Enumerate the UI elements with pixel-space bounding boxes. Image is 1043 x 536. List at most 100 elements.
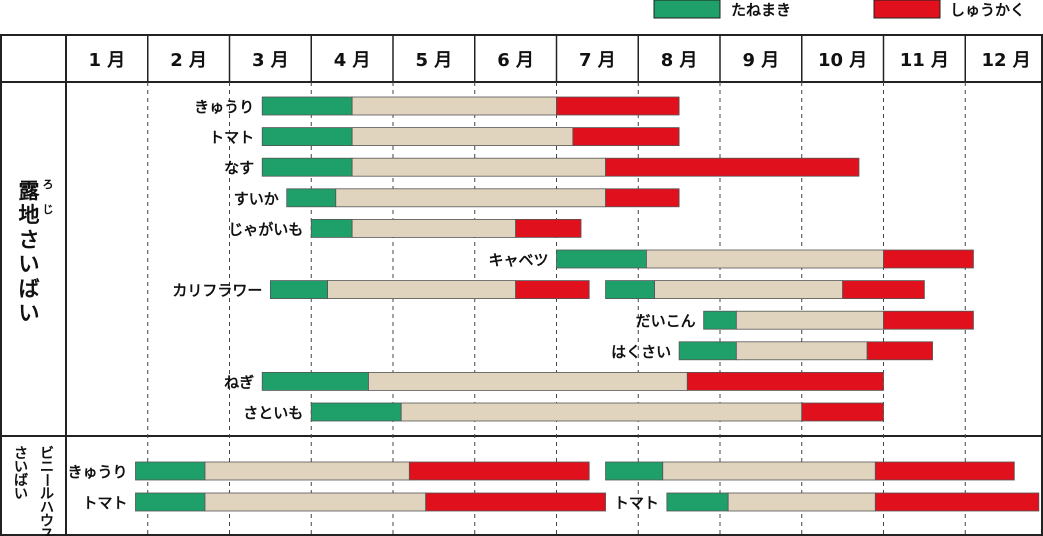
section-char: さ: [14, 446, 28, 462]
growing-segment: [662, 461, 876, 481]
crop-label: トマト: [82, 494, 127, 512]
sowing-segment: [310, 402, 402, 422]
crop-label: だいこん: [636, 312, 696, 330]
growing-segment: [646, 249, 884, 269]
sowing-segment: [605, 461, 664, 481]
month-grid: [147, 35, 966, 535]
growing-segment: [351, 218, 517, 238]
harvest-segment: [425, 492, 606, 512]
sowing-segment: [261, 127, 353, 146]
section-char: ハ: [40, 500, 54, 516]
crop-label: ねぎ: [224, 373, 254, 391]
section-char: ス: [40, 527, 54, 536]
sowing-segment: [703, 310, 737, 330]
harvest-segment: [408, 461, 590, 481]
section-char: ビ: [40, 446, 54, 462]
growing-segment: [351, 157, 606, 177]
harvest-segment: [515, 218, 582, 238]
legend-harvest-label: しゅうかく: [950, 1, 1025, 19]
crop-row: きゅうり: [194, 96, 680, 116]
crop-row: カリフラワー: [172, 280, 925, 300]
month-label: 4 月: [334, 50, 371, 71]
sowing-segment: [678, 341, 737, 361]
growing-segment: [335, 188, 606, 208]
section-ruby-1: ろ: [43, 178, 54, 191]
crop-row: トマト トマト: [82, 492, 1040, 512]
section-char: い: [14, 487, 28, 503]
crop-row: すいか: [234, 188, 680, 208]
harvest-segment: [874, 461, 1015, 481]
sowing-segment: [261, 157, 353, 177]
crop-label: キャベツ: [488, 251, 548, 269]
section-char-1: 露: [19, 179, 41, 203]
sowing-segment: [269, 280, 328, 300]
growing-segment: [727, 492, 876, 512]
table-frame: [0, 34, 1043, 536]
crop-label: なす: [224, 159, 254, 177]
section-label-open-field: 露 ろ 地 じ さ い ば い: [19, 178, 54, 325]
sowing-segment: [286, 188, 337, 208]
section-char-6: い: [19, 301, 40, 325]
section-ruby-2: じ: [43, 203, 54, 216]
sowing-segment: [605, 280, 655, 300]
crop-label: はくさい: [611, 343, 671, 361]
section-char: ニ: [40, 460, 54, 476]
month-label: 2 月: [170, 50, 207, 71]
growing-segment: [654, 280, 844, 300]
crop-label: じゃがいも: [228, 220, 303, 238]
crop-label: カリフラワー: [172, 282, 262, 300]
crop-label: きゅうり: [194, 98, 254, 116]
crop-row: トマト: [209, 127, 680, 147]
section-char-4: い: [19, 252, 40, 276]
section-char: ば: [14, 473, 28, 489]
harvest-segment: [842, 280, 925, 300]
growing-segment: [327, 280, 517, 300]
legend-sowing-label: たねまき: [731, 1, 791, 19]
growing-segment: [368, 371, 688, 391]
growing-segment: [204, 461, 410, 481]
sowing-segment: [666, 492, 729, 512]
legend-harvest-swatch: [873, 0, 941, 19]
growing-segment: [351, 96, 557, 116]
growing-segment: [204, 492, 427, 512]
section-char: ル: [40, 487, 54, 503]
crop-row: じゃがいも: [228, 218, 582, 238]
harvest-segment: [572, 127, 680, 146]
crop-label: さといも: [243, 404, 303, 422]
sowing-segment: [261, 371, 369, 391]
month-label: 6 月: [497, 50, 534, 71]
month-header: 1 月 2 月 3 月 4 月 5 月 6 月 7 月 8 月 9 月 10 月 11 月 12 月: [88, 50, 1030, 71]
section-char-2: 地: [19, 203, 40, 227]
harvest-segment: [883, 249, 974, 269]
harvest-segment: [883, 310, 974, 330]
section-char: い: [14, 460, 28, 476]
crop-label: きゅうり: [67, 463, 127, 481]
growing-segment: [735, 310, 884, 330]
sowing-segment: [135, 461, 206, 481]
month-label: 1 月: [88, 50, 125, 71]
harvest-segment: [801, 402, 884, 422]
crop-row: ねぎ: [224, 371, 884, 391]
harvest-segment: [515, 280, 590, 300]
month-label: 7 月: [579, 50, 616, 71]
sowing-segment: [261, 96, 353, 116]
growing-segment: [735, 341, 868, 361]
crop-label: トマト: [209, 129, 254, 147]
sowing-segment: [556, 249, 647, 269]
section-char-5: ば: [19, 277, 40, 301]
harvest-segment: [866, 341, 933, 361]
crop-rows: きゅうりトマトなすすいかじゃがいもキャベツカリフラワーだいこんはくさいねぎさとい…: [67, 96, 1040, 512]
month-label: 8 月: [661, 50, 698, 71]
crop-row: だいこん: [636, 310, 974, 330]
legend-sowing-swatch: [653, 0, 721, 19]
section-char: ウ: [40, 514, 54, 530]
harvest-segment: [605, 157, 860, 177]
section-char: ー: [38, 473, 54, 487]
crop-row: なす: [224, 157, 860, 177]
month-label: 5 月: [415, 50, 452, 71]
sowing-segment: [310, 218, 353, 238]
growing-segment: [351, 127, 574, 146]
harvest-segment: [874, 492, 1040, 512]
crop-label: すいか: [234, 190, 279, 208]
